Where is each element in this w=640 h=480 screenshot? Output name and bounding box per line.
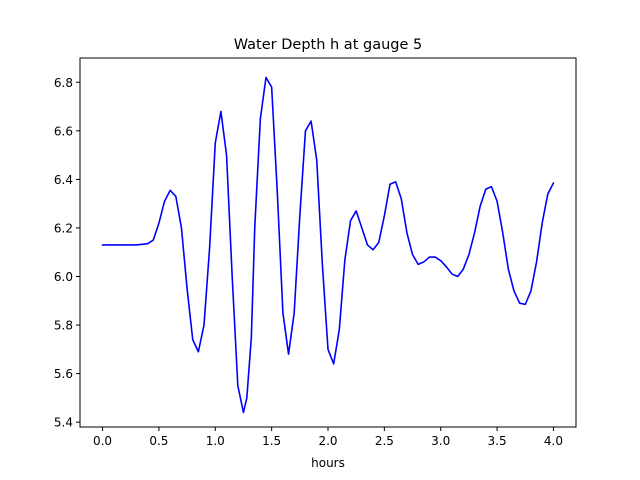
x-axis: 0.0 0.5 1.0 1.5 2.0 2.5 3.0 3.5 4.0	[93, 427, 563, 448]
x-tick-label: 1.5	[262, 434, 281, 448]
x-tick-label: 1.0	[206, 434, 225, 448]
y-tick-label: 6.6	[54, 124, 73, 138]
y-tick-label: 6.0	[54, 270, 73, 284]
y-tick-label: 6.8	[54, 76, 73, 90]
x-tick-label: 2.5	[375, 434, 394, 448]
y-tick-label: 6.2	[54, 221, 73, 235]
plot-area	[101, 76, 555, 414]
chart-title: Water Depth h at gauge 5	[234, 37, 422, 53]
y-tick-label: 5.4	[54, 416, 73, 430]
x-tick-label: 0.5	[149, 434, 168, 448]
x-tick-label: 2.0	[318, 434, 337, 448]
y-tick-label: 5.6	[54, 367, 73, 381]
x-tick-label: 0.0	[93, 434, 112, 448]
x-tick-label: 3.0	[431, 434, 450, 448]
y-tick-label: 6.4	[54, 173, 73, 187]
x-tick-label: 4.0	[544, 434, 563, 448]
y-tick-label: 5.8	[54, 319, 73, 333]
series-line-0	[101, 76, 555, 414]
x-axis-label: hours	[311, 456, 345, 470]
y-axis: 5.4 5.6 5.8 6.0 6.2 6.4 6.6 6.8	[54, 76, 80, 430]
x-tick-label: 3.5	[488, 434, 507, 448]
